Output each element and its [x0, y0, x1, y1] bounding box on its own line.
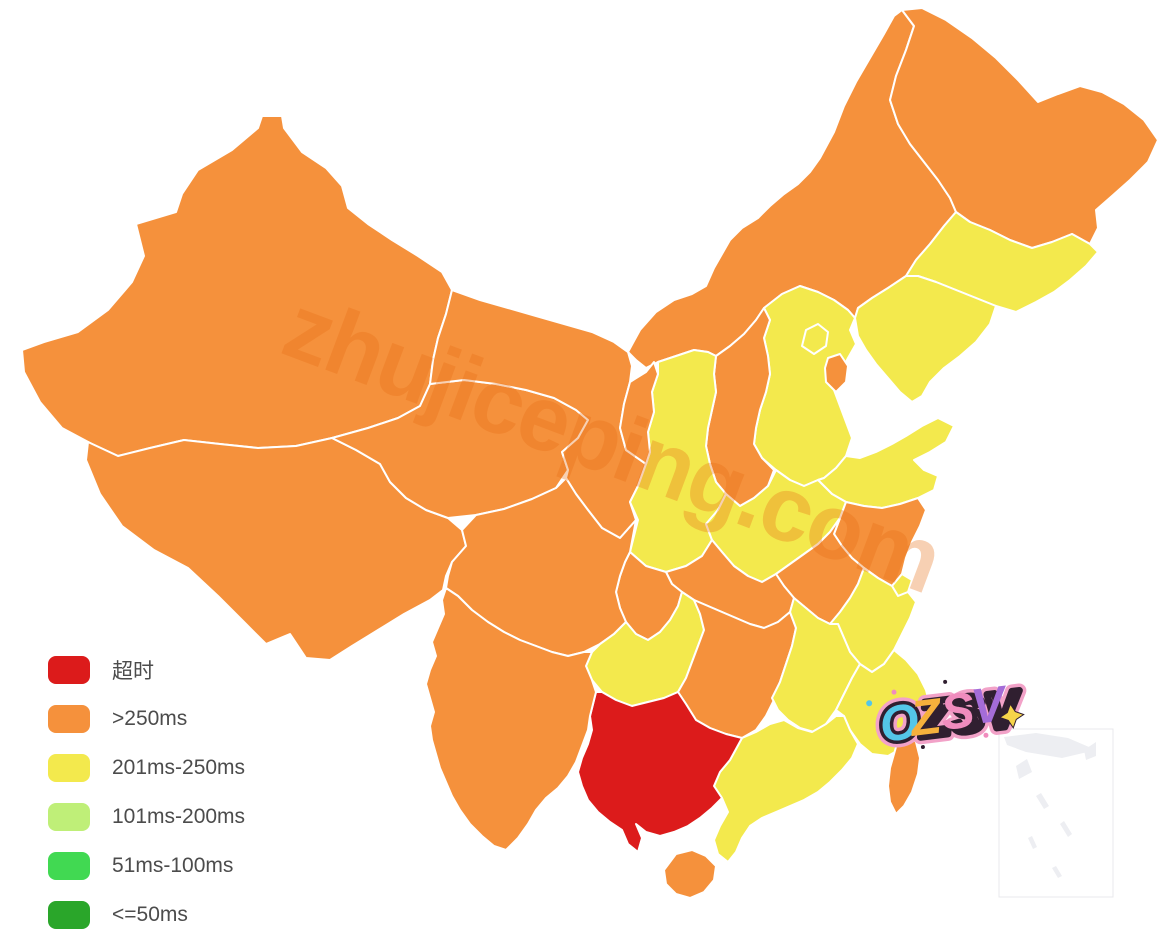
province-hainan[interactable] — [663, 849, 717, 899]
legend-item-le50: <=50ms — [48, 901, 245, 929]
legend-swatch-101-200 — [48, 803, 90, 831]
logo-sparkle-icon — [998, 702, 1025, 730]
inset-island-shape — [1084, 742, 1096, 760]
logo-splatter-dot — [943, 679, 948, 684]
legend-swatch-gt250 — [48, 705, 90, 733]
logo-splatter-dot — [983, 732, 989, 738]
legend-label: <=50ms — [112, 903, 188, 926]
south-china-sea-inset — [998, 728, 1114, 898]
province-taiwan[interactable] — [887, 731, 921, 815]
inset-island-shape — [1036, 793, 1049, 809]
province-guangxi[interactable] — [577, 691, 743, 853]
legend-label: 超时 — [112, 660, 154, 683]
logo-splatter-dot — [891, 689, 897, 695]
province-liaoning[interactable] — [854, 275, 997, 403]
logo-splatter-dot — [866, 700, 873, 707]
logo-text: O — [877, 692, 923, 752]
logo-text: S — [938, 681, 979, 741]
province-heilongjiang[interactable] — [889, 7, 1159, 249]
inset-island-shape — [1060, 821, 1072, 837]
logo-splatter-dot — [920, 745, 925, 750]
province-tianjin[interactable] — [824, 353, 849, 393]
province-guangdong[interactable] — [713, 715, 859, 863]
legend-label: >250ms — [112, 707, 188, 730]
legend-item-51-100: 51ms-100ms — [48, 852, 245, 880]
legend-item-gt250: >250ms — [48, 705, 245, 733]
province-beijing[interactable] — [801, 323, 829, 355]
province-jilin[interactable] — [905, 211, 1099, 313]
inset-island-shape — [1016, 759, 1032, 779]
legend-label: 201ms-250ms — [112, 756, 246, 779]
legend-item-201-250: 201ms-250ms — [48, 754, 245, 782]
legend-swatch-51-100 — [48, 852, 90, 880]
legend-swatch-201-250 — [48, 754, 90, 782]
latency-legend: 超时 >250ms 201ms-250ms 101ms-200ms 51ms-1… — [48, 656, 245, 950]
province-tibet[interactable] — [85, 437, 467, 661]
inset-island-shape — [1028, 836, 1037, 849]
legend-swatch-le50 — [48, 901, 90, 929]
inset-island-shape — [1004, 733, 1096, 758]
inset-island-shape — [1052, 866, 1062, 878]
legend-label: 101ms-200ms — [112, 805, 246, 828]
province-hunan[interactable] — [677, 599, 797, 739]
province-ningxia[interactable] — [619, 361, 659, 465]
legend-item-101-200: 101ms-200ms — [48, 803, 245, 831]
province-yunnan[interactable] — [425, 587, 597, 851]
provinces-layer — [21, 7, 1159, 899]
legend-item-timeout: 超时 — [48, 656, 245, 684]
legend-swatch-timeout — [48, 656, 90, 684]
legend-label: 51ms-100ms — [112, 854, 234, 877]
